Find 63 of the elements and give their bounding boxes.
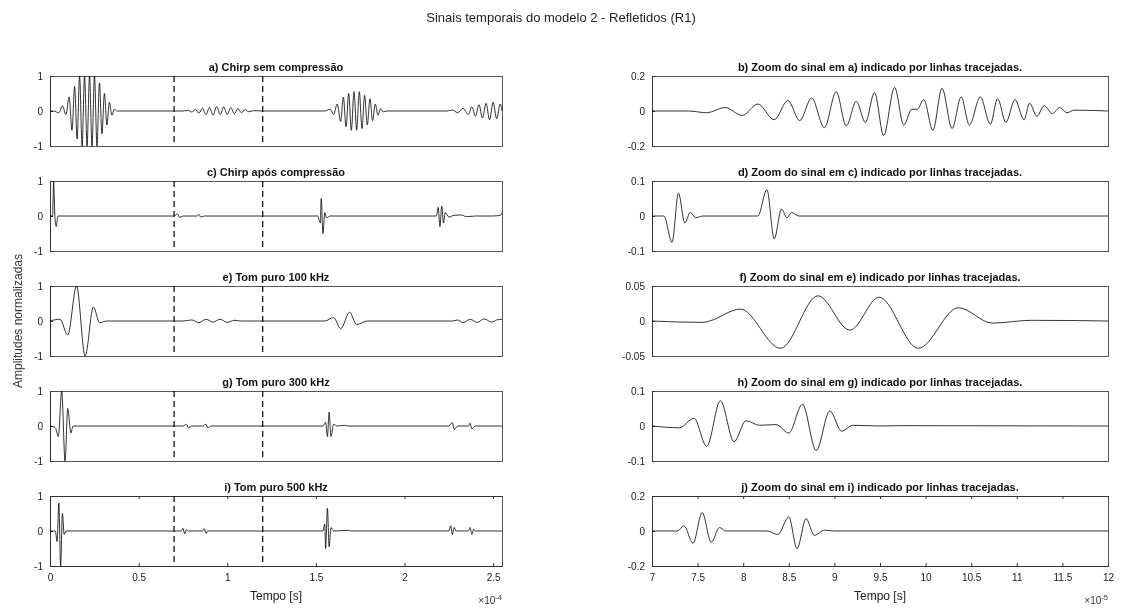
y-tick-label: -1 [34,350,44,362]
y-tick-label: -0.2 [627,140,646,152]
y-tick-label: -1 [34,455,44,467]
chart-title: f) Zoom do sinal em e) indicado por linhas tracejadas. [739,271,1021,283]
x-axis-title: Tempo [s] [249,589,303,603]
y-tick-label: 0 [639,210,646,222]
x-axis-title: Tempo [s] [853,589,907,603]
y-tick-label: 0.1 [631,175,646,187]
y-tick-label: -0.1 [627,245,646,257]
y-tick-label: 0 [639,315,646,327]
chart-title: a) Chirp sem compressão [208,61,344,73]
y-tick-label: 0.05 [625,280,646,292]
chart-title: e) Tom puro 100 kHz [222,271,330,283]
y-tick-label: 1 [37,70,44,82]
y-tick-label: -0.05 [622,350,646,362]
chart-title: j) Zoom do sinal em i) indicado por linhas tracejadas. [740,481,1019,493]
x-tick-label: 11.5 [1053,572,1073,584]
x-tick-label: 9.5 [873,572,888,584]
x-tick-label: 2 [402,572,409,584]
x-tick-label: 8.5 [782,572,797,584]
x-tick-label: 8 [740,572,747,584]
y-tick-label: -1 [34,560,44,572]
chart-title: c) Chirp após compressão [206,166,346,178]
x-tick-label: 0 [47,572,54,584]
y-tick-label: 0.2 [631,490,646,502]
chart-title: b) Zoom do sinal em a) indicado por linhas tracejadas. [737,61,1023,73]
y-axis-title: Amplitudes normalizadas [11,253,25,389]
y-tick-label: 1 [37,490,44,502]
x-tick-label: 10 [920,572,933,584]
y-tick-label: 1 [37,280,44,292]
chart-title: d) Zoom do sinal em c) indicado por linhas tracejadas. [737,166,1023,178]
x-tick-label: 9 [832,572,839,584]
x-tick-label: 7.5 [691,572,706,584]
y-tick-label: 0 [639,525,646,537]
x-tick-label: 10.5 [961,572,982,584]
chart-title: h) Zoom do sinal em g) indicado por linhas tracejadas. [737,376,1023,388]
y-tick-label: 0 [37,420,44,432]
y-tick-label: 0 [37,315,44,327]
x-tick-label: 11 [1012,572,1023,584]
text: ×10$^{-5}$ [1084,592,1108,606]
y-tick-label: 0 [37,105,44,117]
y-tick-label: -0.1 [627,455,646,467]
y-tick-label: 0 [37,525,44,537]
y-tick-label: 1 [37,175,44,187]
x-tick-label: 7 [649,572,656,584]
x-tick-label: 2.5 [486,572,502,584]
x-tick-label: 12 [1102,572,1115,584]
y-tick-label: 0 [639,420,646,432]
y-tick-label: -1 [34,245,44,257]
y-tick-label: 0 [639,105,646,117]
y-tick-label: -0.2 [627,560,646,572]
chart-title: i) Tom puro 500 kHz [224,481,329,493]
y-tick-label: 0.1 [631,385,646,397]
y-tick-label: 0.2 [631,70,646,82]
text: ×10$^{-4}$ [478,592,502,606]
y-tick-label: 1 [37,385,44,397]
text: Sinais temporais do modelo 2 - Refletidos (R1) [426,10,696,25]
x-tick-label: 1 [224,572,231,584]
y-tick-label: 0 [37,210,44,222]
chart-title: g) Tom puro 300 kHz [222,376,331,388]
x-tick-label: 0.5 [132,572,147,584]
y-tick-label: -1 [34,140,44,152]
x-tick-label: 1.5 [309,572,324,584]
